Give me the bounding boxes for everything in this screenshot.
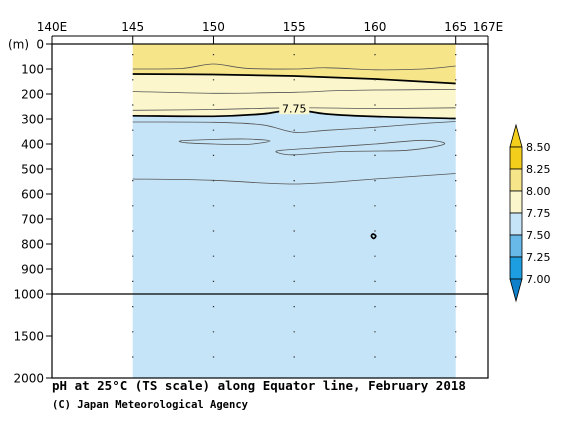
contour-line-6 — [178, 138, 271, 146]
y-tick-label: 600 — [21, 188, 44, 202]
contour-line-2 — [132, 89, 456, 94]
y-tick-label: 2000 — [13, 372, 44, 386]
colorbar-label: 7.50 — [526, 229, 551, 242]
contour-line-8 — [132, 173, 456, 185]
contour-label-bg — [279, 101, 310, 115]
colorbar-bottom-triangle — [509, 278, 523, 303]
x-axis: 140E 145 150 155 160 165 167E — [37, 20, 504, 44]
y-tick-label: 800 — [21, 238, 44, 252]
x-tick-label: 155 — [283, 20, 306, 34]
contour-group: 7.75 — [132, 63, 456, 240]
contour-line-7 — [275, 139, 446, 156]
colorbar-swatch — [509, 234, 523, 258]
y-tick-label: 1000 — [13, 288, 44, 302]
y-axis: 0 100 200 300 400 500 600 700 800 900 1000 1500 2000… — [8, 38, 52, 386]
chart-credit: (C) Japan Meteorological Agency — [52, 399, 249, 411]
contour-line-5 — [132, 121, 456, 133]
colorbar-top-triangle — [509, 123, 523, 148]
colorbar: 8.50 8.25 8.00 7.75 7.50 7.25 7.00 — [509, 123, 551, 303]
colorbar-label: 7.25 — [526, 251, 551, 264]
y-tick-label: 900 — [21, 263, 44, 277]
colorbar-label: 7.00 — [526, 273, 551, 286]
x-tick-label: 167E — [473, 20, 504, 34]
plot-frame — [51, 43, 489, 379]
colorbar-swatch — [509, 146, 523, 170]
contour-line-9 — [370, 233, 377, 240]
colorbar-swatch — [509, 256, 523, 280]
x-tick-label: 165 — [444, 20, 467, 34]
colorbar-label: 7.75 — [526, 207, 551, 220]
x-tick-label: 160 — [364, 20, 387, 34]
y-tick-label: 0 — [36, 38, 44, 52]
contour-label: 7.75 — [282, 102, 307, 115]
x-tick-label: 150 — [202, 20, 225, 34]
y-tick-label: 100 — [21, 63, 44, 77]
colorbar-label: 8.50 — [526, 141, 551, 154]
plot-border — [51, 43, 489, 379]
colorbar-label: 8.00 — [526, 185, 551, 198]
y-tick-label: 1500 — [13, 330, 44, 344]
colorbar-swatch — [509, 190, 523, 214]
y-tick-label: 200 — [21, 88, 44, 102]
colorbar-label: 8.25 — [526, 163, 551, 176]
y-tick-label: 700 — [21, 213, 44, 227]
colorbar-swatch — [509, 168, 523, 192]
contour-line-0 — [132, 63, 456, 71]
y-tick-label: 300 — [21, 113, 44, 127]
colorbar-swatch — [509, 212, 523, 236]
y-unit-label: (m) — [8, 38, 29, 52]
y-tick-label: 500 — [21, 163, 44, 177]
fill-layer-group — [132, 44, 456, 379]
fill-band-2 — [132, 109, 456, 379]
x-tick-label: 145 — [121, 20, 144, 34]
chart-title: pH at 25°C (TS scale) along Equator line… — [52, 378, 466, 393]
x-tick-label: 140E — [37, 20, 68, 34]
fill-band-0 — [132, 44, 456, 84]
contour-line-1 — [132, 73, 456, 85]
y-tick-label: 400 — [21, 138, 44, 152]
fill-band-1 — [132, 74, 456, 119]
